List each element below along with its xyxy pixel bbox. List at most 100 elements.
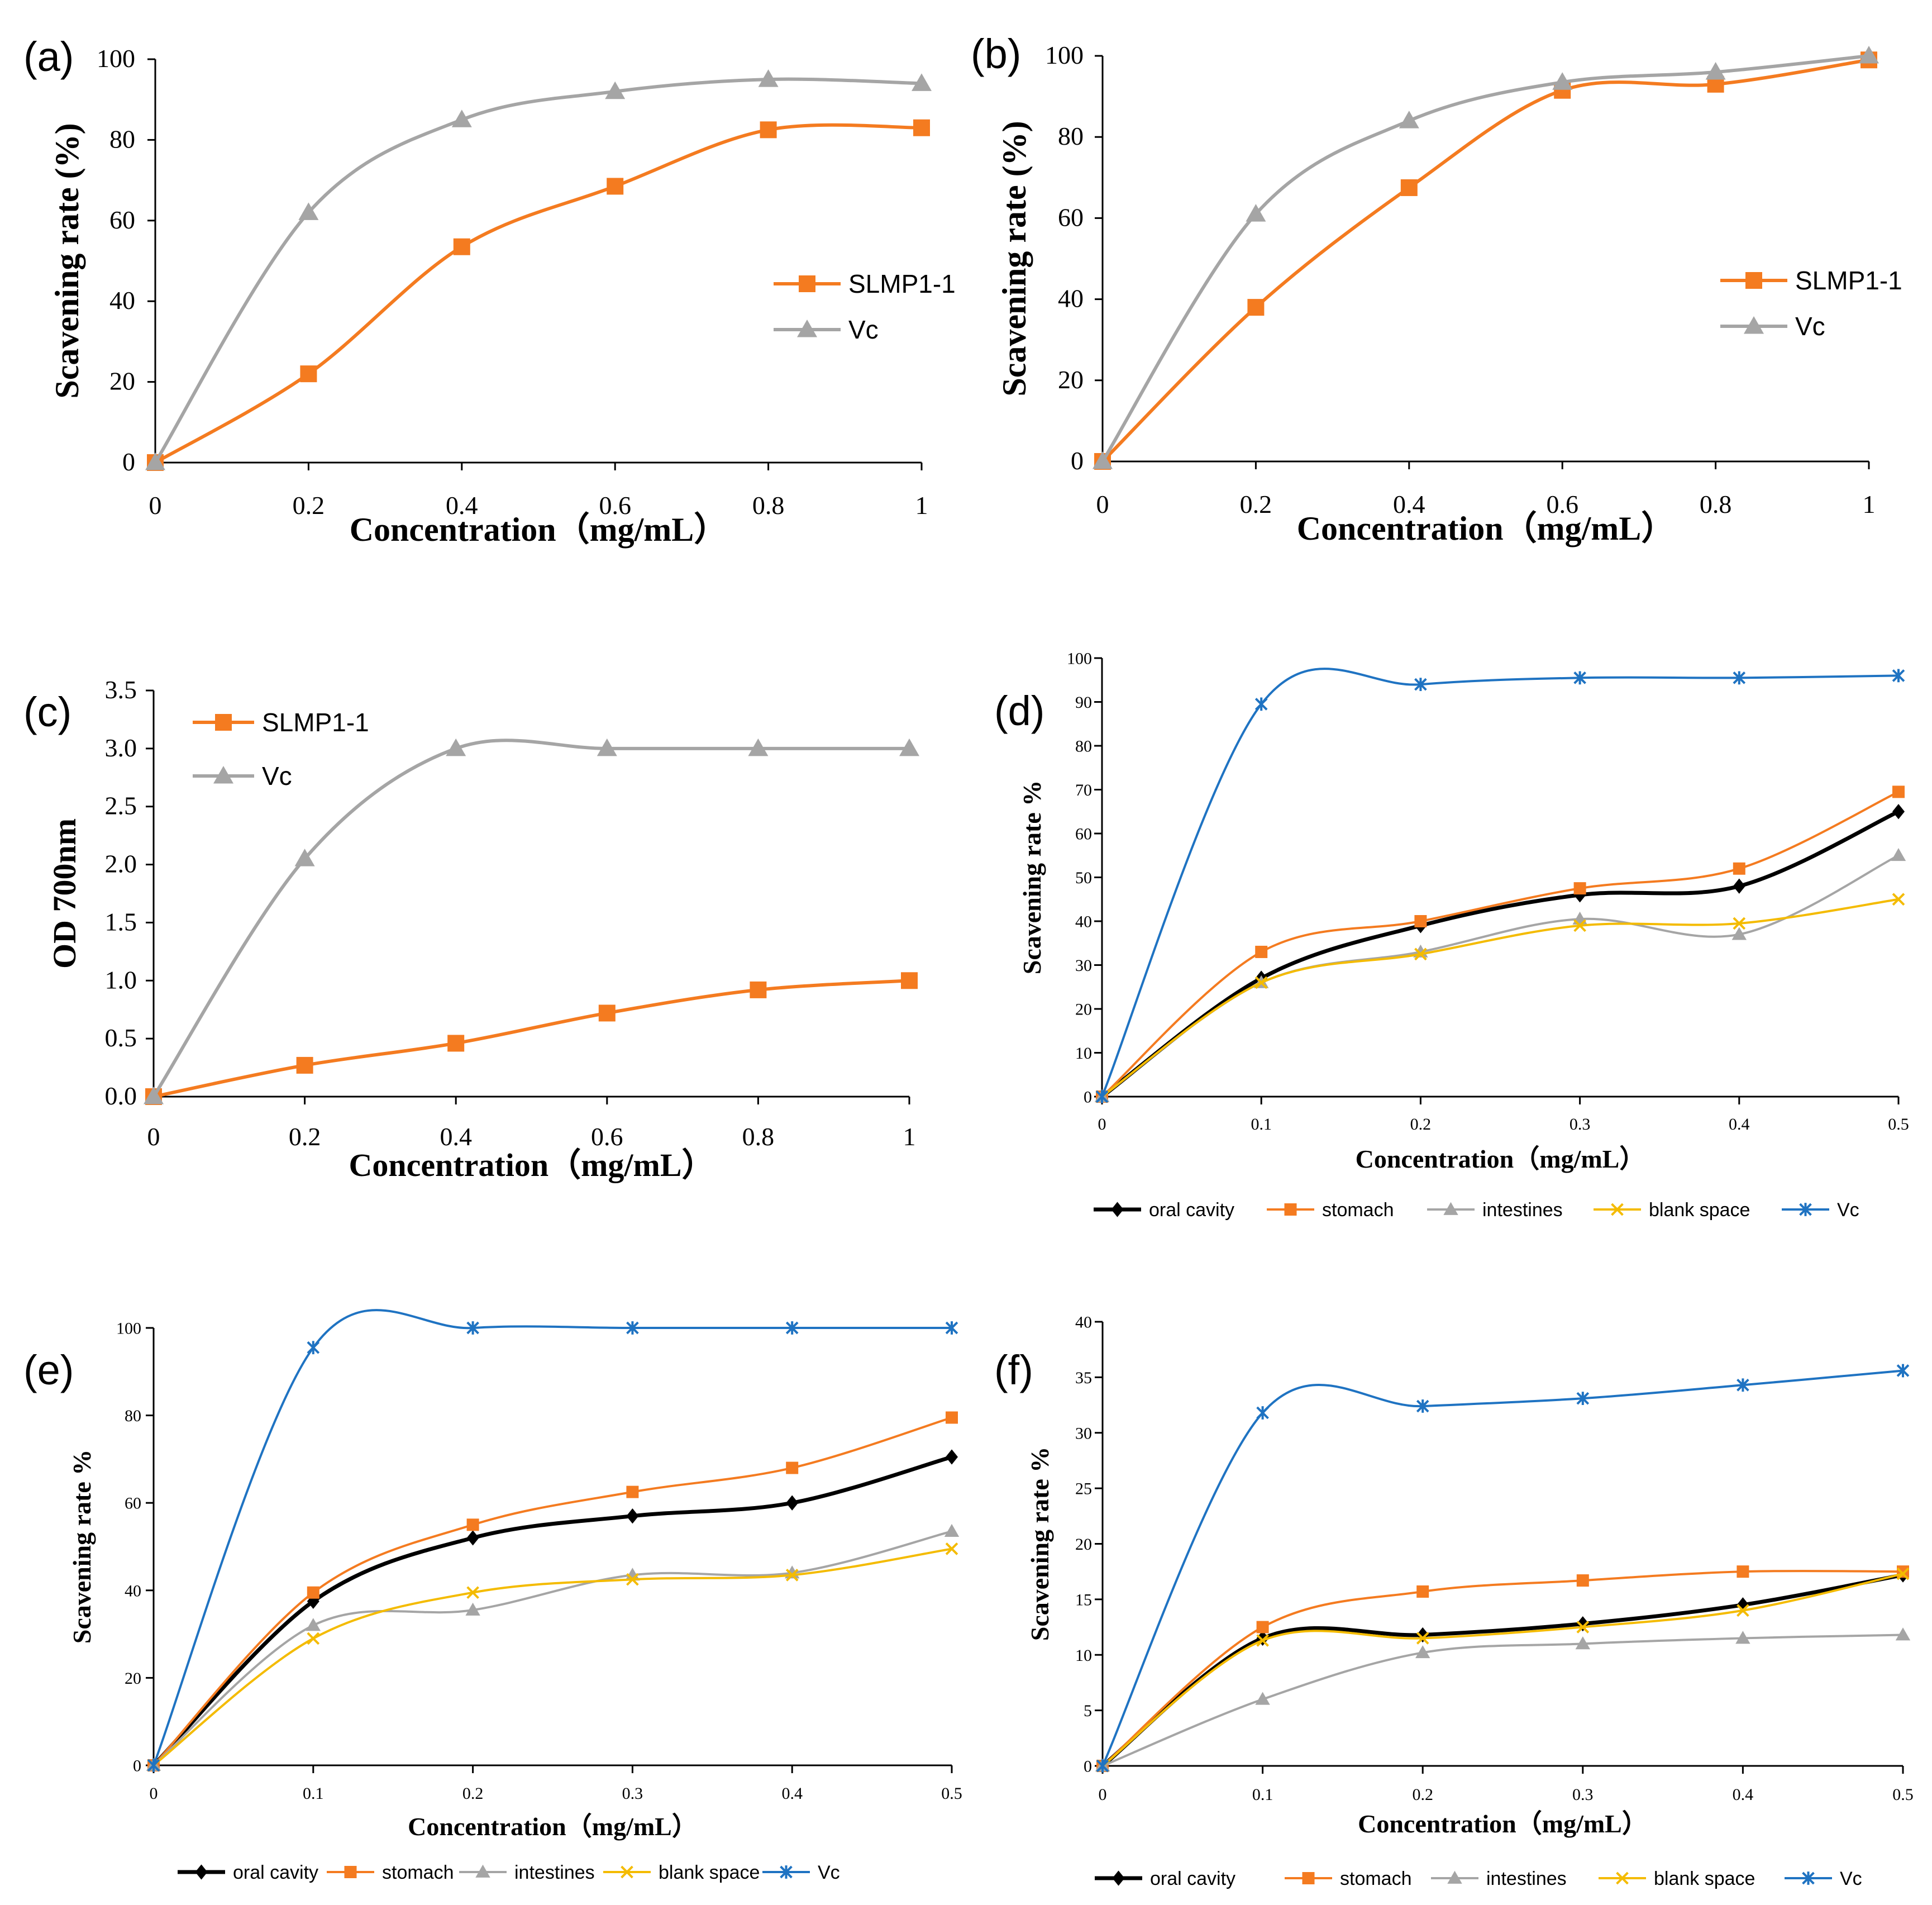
data-point xyxy=(466,1321,479,1335)
data-point xyxy=(1415,1645,1430,1659)
x-tick-label: 1 xyxy=(903,1122,916,1151)
series-vc xyxy=(145,69,932,470)
legend-label: intestines xyxy=(514,1862,595,1883)
y-tick-label: 3.5 xyxy=(105,675,137,704)
y-axis-title: Scavening rate % xyxy=(68,1450,96,1644)
x-tick-label: 0.2 xyxy=(289,1122,321,1151)
x-tick-label: 0.5 xyxy=(1888,1115,1909,1134)
panel-label: (e) xyxy=(23,1347,74,1393)
x-tick-label: 0.2 xyxy=(293,491,325,520)
series-slmp1-1 xyxy=(1094,51,1877,470)
data-point xyxy=(913,119,930,136)
series-line xyxy=(1101,898,1899,1098)
legend-entry-oral-cavity: oral cavity xyxy=(1094,1199,1234,1221)
series-intestines xyxy=(146,1523,960,1771)
data-point xyxy=(1733,878,1745,894)
x-tick-label: 0.1 xyxy=(303,1784,324,1803)
data-point xyxy=(1733,671,1746,685)
data-point xyxy=(626,1321,639,1335)
legend-entry-slmp1-1: SLMP1-1 xyxy=(193,708,369,737)
series-line xyxy=(152,739,909,1098)
legend-label: blank space xyxy=(1649,1199,1750,1221)
x-axis-title: Concentration（mg/mL） xyxy=(350,511,728,548)
legend-entry-vc: Vc xyxy=(1720,312,1825,341)
data-point xyxy=(307,1632,320,1645)
data-point xyxy=(607,178,624,195)
series-line xyxy=(1102,1633,1904,1767)
data-point xyxy=(899,738,919,756)
legend-marker xyxy=(344,1866,357,1878)
legend-marker xyxy=(475,1864,490,1878)
data-point xyxy=(597,738,617,756)
data-point xyxy=(626,1485,639,1498)
legend-entry-intestines: intestines xyxy=(459,1862,595,1883)
legend-entry-intestines: intestines xyxy=(1427,1199,1563,1221)
y-tick-label: 60 xyxy=(1058,203,1084,231)
data-point xyxy=(1416,1632,1429,1645)
series-stomach xyxy=(1096,785,1905,1103)
data-point xyxy=(626,1573,639,1586)
legend-label: blank space xyxy=(1654,1868,1755,1889)
data-point xyxy=(1552,72,1573,90)
panel-label: (f) xyxy=(994,1347,1033,1393)
data-point xyxy=(1573,919,1586,932)
data-point xyxy=(466,1586,479,1599)
y-tick-label: 80 xyxy=(125,1407,141,1425)
legend-marker xyxy=(1447,1870,1462,1884)
data-point xyxy=(1575,1636,1590,1650)
legend-label: intestines xyxy=(1482,1199,1563,1221)
chart-panel-b: (b) 0 20 40 60 80 100 0 0.2 0.4 0.6 0.8 1 Concentrati… xyxy=(971,31,1902,547)
legend-marker xyxy=(1112,1870,1125,1886)
legend-marker xyxy=(799,275,815,292)
legend-label: stomach xyxy=(1322,1199,1394,1221)
x-tick-label: 0.6 xyxy=(599,491,631,520)
data-point xyxy=(1254,697,1268,711)
data-point xyxy=(1737,1604,1749,1617)
data-point xyxy=(1576,1574,1589,1587)
y-tick-label: 20 xyxy=(1075,1001,1092,1019)
series-blank-space xyxy=(147,1542,958,1772)
y-tick-label: 25 xyxy=(1075,1480,1092,1498)
data-point xyxy=(1255,945,1268,958)
data-point xyxy=(626,1508,639,1524)
y-tick-label: 20 xyxy=(109,367,135,396)
y-tick-label: 2.5 xyxy=(105,792,137,820)
x-axis-title: Concentration（mg/mL） xyxy=(1358,1809,1648,1838)
series-line xyxy=(1101,1573,1904,1767)
series-vc xyxy=(1093,46,1879,469)
legend-marker xyxy=(213,766,233,784)
x-tick-label: 0.4 xyxy=(1729,1115,1750,1134)
data-point xyxy=(1895,1627,1911,1641)
y-tick-label: 100 xyxy=(97,44,135,73)
legend-label: blank space xyxy=(659,1862,760,1883)
series-vc xyxy=(144,738,919,1104)
data-point xyxy=(1414,678,1427,691)
data-point xyxy=(625,1568,640,1581)
legend-label: Vc xyxy=(1795,312,1825,341)
series-line xyxy=(152,1530,952,1766)
data-point xyxy=(1892,669,1905,683)
data-point xyxy=(1256,1621,1269,1633)
data-point xyxy=(1892,785,1905,798)
x-tick-label: 0 xyxy=(147,1122,160,1151)
x-tick-label: 0 xyxy=(150,1784,158,1803)
legend-marker xyxy=(1799,1203,1812,1216)
legend: oral cavity stomach intestines blank space V… xyxy=(1095,1868,1862,1889)
series-oral-cavity xyxy=(1096,804,1905,1104)
x-tick-label: 0.5 xyxy=(941,1784,962,1803)
legend-label: SLMP1-1 xyxy=(1795,266,1902,295)
data-point xyxy=(1733,917,1746,930)
data-point xyxy=(296,1056,313,1074)
y-tick-label: 35 xyxy=(1075,1369,1092,1387)
series-line xyxy=(1101,668,1899,1097)
y-tick-label: 40 xyxy=(125,1582,141,1600)
series-line xyxy=(1101,54,1869,463)
x-axis-title: Concentration（mg/mL） xyxy=(1297,509,1675,547)
y-tick-label: 20 xyxy=(1075,1535,1092,1554)
legend-label: stomach xyxy=(382,1862,454,1883)
legend-marker xyxy=(1616,1871,1629,1885)
legend-marker xyxy=(1802,1871,1815,1885)
data-point xyxy=(307,1341,320,1355)
data-point xyxy=(1414,947,1427,961)
data-point xyxy=(1859,46,1879,64)
